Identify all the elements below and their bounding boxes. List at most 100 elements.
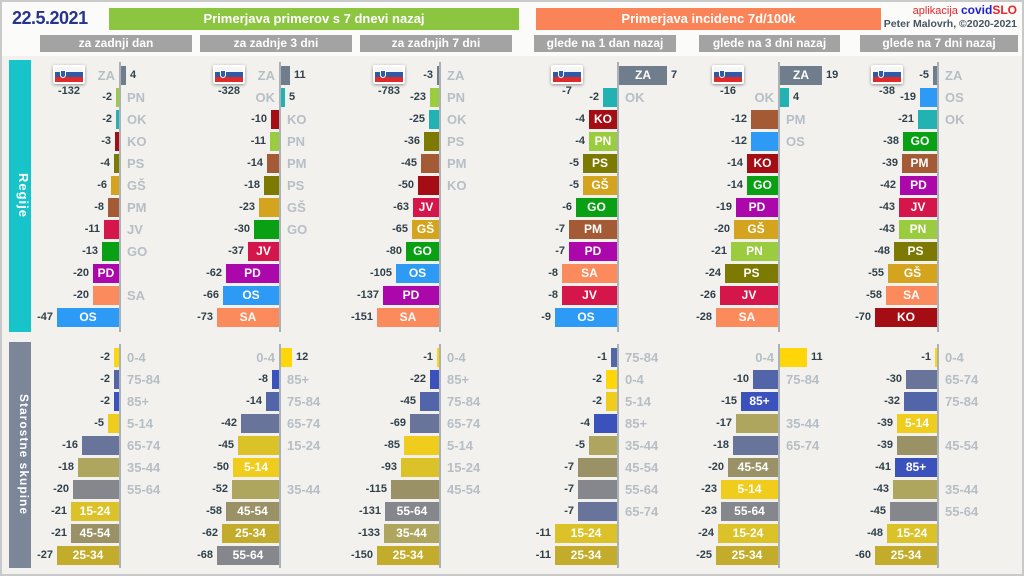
author-credit: Peter Malovrh, ©2020-2021 <box>883 18 1017 30</box>
bar-value: -26 <box>700 289 716 301</box>
bar-value: 11 <box>294 69 306 81</box>
bar-value: -133 <box>357 527 380 539</box>
bar-value: -73 <box>197 311 213 323</box>
bar-label: PS <box>743 266 760 280</box>
bar-row: 65-74 -42 <box>194 413 352 435</box>
bar-value: -14 <box>246 395 262 407</box>
bar-value: -8 <box>548 267 558 279</box>
bar-row: KO -4 <box>532 109 690 131</box>
bar-label: KO <box>287 112 307 127</box>
bar-row: ZA 7 <box>532 65 690 87</box>
bar-row: 75-84 -10 <box>693 369 851 391</box>
bar-row: 65-74 -69 <box>354 413 512 435</box>
bar-ZA: ZA <box>619 66 667 85</box>
bar-value: -60 <box>855 549 871 561</box>
bar-row: OK -21 <box>852 109 1010 131</box>
bar-label: KO <box>447 178 467 193</box>
flag-stripe <box>553 76 581 82</box>
date-label: 22.5.2021 <box>12 8 88 28</box>
bar-45-54 <box>897 436 937 455</box>
bar-label: GO <box>287 222 308 237</box>
bar-value: -18 <box>58 461 74 473</box>
bar-label: OK <box>127 112 147 127</box>
bar-value: -1 <box>921 351 931 363</box>
bar-label: KO <box>753 156 772 170</box>
bar-45-54: 45-54 <box>71 524 119 543</box>
bar-value: 5 <box>289 91 296 103</box>
bar-value: -32 <box>884 395 900 407</box>
bar-KO: KO <box>875 308 937 327</box>
bar-value: -11 <box>535 549 551 561</box>
bar-value: -21 <box>711 245 727 257</box>
bar-label: KO <box>897 310 915 324</box>
bar-OS <box>751 132 778 151</box>
bar-15-24: 15-24 <box>887 524 937 543</box>
bar-row: KO -10 <box>194 109 352 131</box>
chart-regije-glede-na-7-dni-nazaj: ZA -5 OS -19 OK -21 GO -38 PM -39 PD -42 JV -43 PN -43 P… <box>852 60 1010 334</box>
bar-row: 75-84 -14 <box>194 391 352 413</box>
bar-value: -21 <box>51 527 67 539</box>
bar-35-44 <box>589 436 617 455</box>
bar-label: 0-4 <box>945 350 964 365</box>
bar-25-34: 25-34 <box>875 546 937 565</box>
bar-value: -48 <box>867 527 883 539</box>
bar-0-4 <box>780 348 807 367</box>
bar-OS <box>920 88 937 107</box>
bar-JV: JV <box>562 286 617 305</box>
bar-PM <box>421 154 439 173</box>
bar-value: -11 <box>84 223 100 235</box>
bar-row: JV -63 <box>354 197 512 219</box>
bar-row: 65-74 -18 <box>693 435 851 457</box>
bar-OK <box>116 110 119 129</box>
bar-45-54 <box>391 480 439 499</box>
bar-label: 85+ <box>625 416 648 431</box>
bar-label: 35-44 <box>396 526 427 540</box>
bar-value: -47 <box>37 311 53 323</box>
bar-PN: PN <box>731 242 778 261</box>
bar-85+ <box>594 414 617 433</box>
bar-row: 85+ -22 <box>354 369 512 391</box>
bar-row: JV -43 <box>852 197 1010 219</box>
bar-value: -48 <box>874 245 890 257</box>
flag-coat-of-arms <box>558 70 564 78</box>
bar-row: KO -70 <box>852 307 1010 329</box>
bar-value: -10 <box>733 373 749 385</box>
bar-row: PD -62 <box>194 263 352 285</box>
app-title-covid: covid <box>960 3 993 17</box>
bar-value: -2 <box>100 351 110 363</box>
slovenia-flag-block: -132 <box>50 65 88 97</box>
bar-value: -6 <box>97 179 107 191</box>
bar-85+ <box>272 370 279 389</box>
flag-stripe <box>215 71 243 78</box>
bar-value: -5 <box>569 179 579 191</box>
flag-stripe <box>375 71 403 78</box>
bar-GŠ <box>111 176 119 195</box>
bar-15-24: 15-24 <box>71 502 119 521</box>
bar-value: -7 <box>564 461 574 473</box>
bar-value: -22 <box>410 373 426 385</box>
bar-value: -5 <box>94 417 104 429</box>
bar-row: 0-4 -2 <box>34 347 192 369</box>
bar-row: 35-44 -52 <box>194 479 352 501</box>
bar-row: OK 5 <box>194 87 352 109</box>
bar-label: 15-24 <box>732 526 764 540</box>
bar-value: -20 <box>73 289 89 301</box>
chart-regije-za-zadnje-3-dni: ZA 11 OK 5 KO -10 PN -11 PM -14 PS -18 GŠ -23 GO -30 JV -… <box>194 60 352 334</box>
flag-stripe <box>553 71 581 78</box>
bar-row: JV -37 <box>194 241 352 263</box>
bar-row: PM -39 <box>852 153 1010 175</box>
bar-value: -52 <box>212 483 228 495</box>
bar-PS <box>264 176 279 195</box>
bar-GŠ: GŠ <box>888 264 937 283</box>
bar-label: 55-64 <box>945 504 979 519</box>
bar-row: ZA -5 <box>852 65 1010 87</box>
bar-GŠ <box>259 198 279 217</box>
bar-value: -39 <box>877 439 893 451</box>
bar-row: OK -2 <box>532 87 690 109</box>
bar-label: 0-4 <box>127 350 146 365</box>
bar-label: JV <box>582 288 597 302</box>
bar-label: PM <box>287 156 307 171</box>
bar-row: PS -4 <box>34 153 192 175</box>
bar-label: SA <box>127 288 146 303</box>
bar-label: 55-64 <box>127 482 161 497</box>
